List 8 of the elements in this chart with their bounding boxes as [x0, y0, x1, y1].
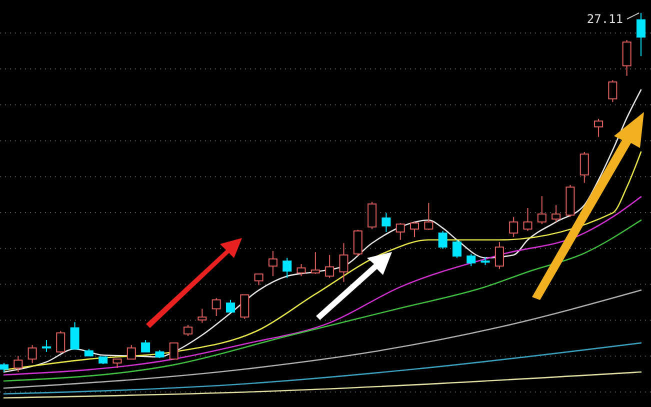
annotation: 27.11: [586, 12, 623, 26]
candlestick: [494, 242, 504, 270]
candlestick: [382, 212, 391, 232]
candlestick: [198, 308, 207, 324]
candlestick: [339, 242, 348, 282]
candlestick: [636, 12, 646, 57]
candlestick: [552, 204, 561, 222]
candlestick: [268, 250, 278, 277]
